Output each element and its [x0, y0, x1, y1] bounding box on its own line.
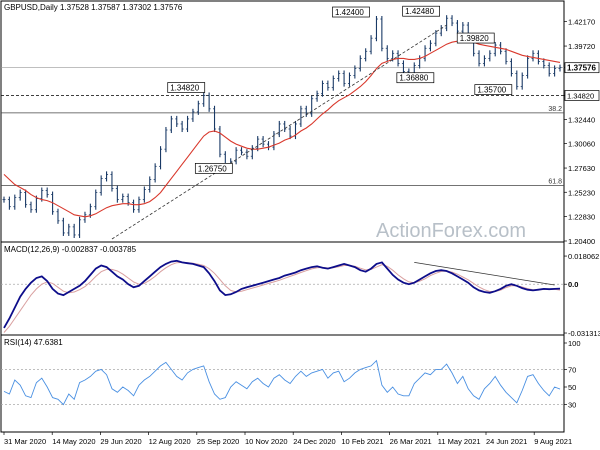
- price-annotation-box: [456, 32, 495, 44]
- price-panel: 38.2 61.8 1.42400 1.42480 1.39820 1.36880 1.35…: [1, 5, 600, 246]
- y-tick-label: 1.39720: [568, 42, 595, 51]
- macd-trend-line: [414, 261, 555, 286]
- x-tick-label: 26 Mar 2021: [390, 437, 432, 446]
- y-tick-label: 1.25230: [568, 188, 595, 197]
- y-tick-label: 1.32440: [568, 116, 595, 125]
- watermark: ActionForex.com: [376, 220, 526, 242]
- rsi-y-tick-label: 100: [568, 339, 581, 348]
- y-tick-label: 1.20400: [568, 237, 595, 246]
- rsi-line: [3, 359, 561, 406]
- x-tick-label: 9 Aug 2021: [534, 437, 572, 446]
- current-price-label: 1.37576: [567, 64, 596, 73]
- price-annotation-box: [194, 163, 233, 174]
- price-annotation-label: 1.39820: [460, 34, 489, 43]
- rsi-panel: 100 70 50 30: [1, 339, 581, 410]
- x-tick-label: 11 May 2021: [438, 437, 481, 446]
- price-annotation-label: 1.42400: [335, 8, 364, 17]
- current-price-box: [564, 62, 600, 74]
- price-annotation-box: [402, 5, 440, 17]
- macd-panel-frame: [0, 241, 565, 336]
- price-annotation-label: 1.35700: [477, 86, 506, 95]
- price-annotation-label: 1.36880: [399, 74, 428, 83]
- price-annotation-label: 1.26750: [198, 164, 227, 173]
- x-tick-label: 24 Jun 2021: [486, 437, 527, 446]
- rsi-y-tick-label: 30: [568, 401, 576, 410]
- fib-label: 61.8: [548, 179, 562, 186]
- support-price-label: 1.34820: [567, 92, 594, 101]
- x-tick-label: 10 Feb 2021: [341, 437, 383, 446]
- x-tick-label: 10 Nov 2020: [245, 437, 288, 446]
- trend-line: [111, 24, 447, 240]
- x-tick-label: 12 Aug 2020: [149, 437, 191, 446]
- macd-signal-line: [3, 261, 561, 333]
- y-tick-label: 1.27630: [568, 164, 595, 173]
- macd-panel: 0.018062 0.0 -0.031313: [1, 252, 600, 338]
- x-tick-label: 29 Jun 2020: [100, 437, 141, 446]
- rsi-header: RSI(14) 47.6381: [4, 338, 63, 347]
- macd-y-tick-label: -0.031313: [568, 329, 600, 338]
- x-tick-label: 25 Sep 2020: [197, 437, 240, 446]
- y-tick-label: 1.30060: [568, 140, 595, 149]
- price-annotation-box: [167, 82, 206, 93]
- price-annotation-box: [396, 72, 435, 84]
- price-annotation-box: [332, 6, 370, 18]
- y-tick-label: 1.42170: [568, 17, 595, 26]
- symbol-header: GBPUSD,Daily 1.37528 1.37587 1.37302 1.3…: [4, 3, 183, 12]
- support-price-box: [564, 90, 600, 101]
- rsi-y-tick-label: 70: [568, 365, 576, 374]
- x-tick-label: 14 May 2020: [52, 437, 95, 446]
- macd-header: MACD(12,26,9) -0.002837 -0.003785: [4, 245, 137, 254]
- macd-y-tick-label: 0.018062: [568, 252, 599, 261]
- rsi-y-tick-label: 50: [568, 383, 576, 392]
- macd-line: [3, 259, 561, 329]
- x-tick-label: 31 Mar 2020: [4, 437, 46, 446]
- y-tick-label: 1.22830: [568, 212, 595, 221]
- price-annotation-box: [474, 84, 513, 95]
- price-annotation-label: 1.34820: [170, 84, 199, 93]
- x-tick-label: 24 Dec 2020: [293, 437, 336, 446]
- x-axis: 31 Mar 2020 14 May 2020 29 Jun 2020 12 Aug …: [3, 432, 572, 446]
- fib-label: 38.2: [548, 106, 562, 113]
- price-annotation-label: 1.42480: [405, 7, 434, 16]
- macd-y-tick-label: 0.0: [568, 280, 578, 289]
- rsi-panel-frame: [0, 334, 565, 433]
